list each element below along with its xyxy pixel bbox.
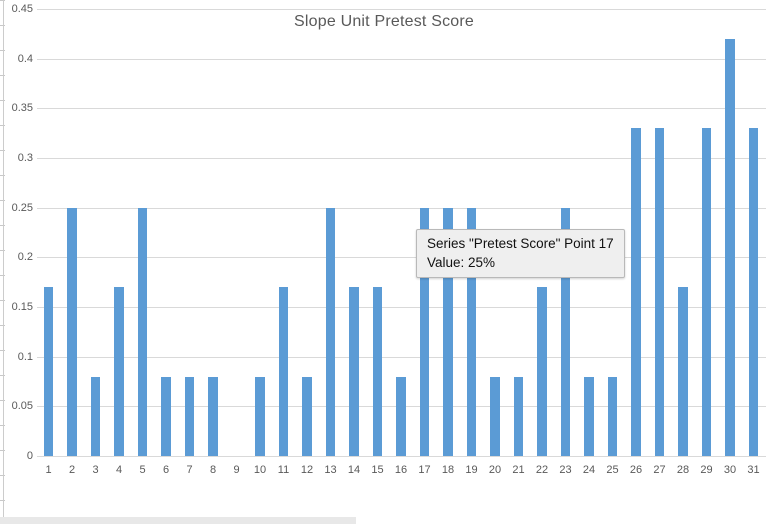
x-axis-label: 20 (488, 464, 502, 476)
bar-point-27[interactable] (654, 128, 665, 456)
x-axis-label: 10 (253, 464, 267, 476)
x-axis-label: 4 (115, 464, 123, 476)
gridline (37, 357, 766, 358)
x-axis-label: 5 (139, 464, 146, 476)
bar-point-17[interactable] (419, 208, 430, 456)
gridline (37, 307, 766, 308)
bar-point-8[interactable] (208, 377, 218, 456)
tooltip-value-line: Value: 25% (427, 255, 496, 270)
bar-point-16[interactable] (396, 377, 406, 456)
bar-point-6[interactable] (161, 377, 171, 456)
bar-point-1[interactable] (43, 287, 54, 456)
y-axis-label: 0.15 (11, 301, 33, 313)
bar-point-7[interactable] (184, 377, 195, 456)
x-axis-label: 3 (92, 464, 99, 476)
x-axis-label: 19 (465, 464, 478, 476)
x-axis-label: 30 (723, 464, 737, 476)
gridline (37, 257, 766, 258)
y-axis-label: 0.25 (11, 202, 33, 214)
x-axis-label: 23 (559, 464, 572, 476)
bar-point-22[interactable] (537, 287, 547, 456)
tooltip-series-line: Series "Pretest Score" Point 17 (427, 236, 614, 251)
y-axis-label: 0 (26, 450, 33, 462)
x-axis-label: 18 (441, 464, 455, 476)
x-axis-label: 2 (68, 464, 76, 476)
bar-point-10[interactable] (255, 377, 265, 456)
x-axis-label: 29 (700, 464, 713, 476)
x-axis-label: 22 (535, 464, 549, 476)
x-axis-label: 21 (512, 464, 525, 476)
bar-point-3[interactable] (90, 377, 101, 456)
bar-point-19[interactable] (466, 208, 477, 456)
bar-point-14[interactable] (349, 287, 359, 456)
x-axis-line (37, 456, 766, 457)
x-axis-label: 6 (162, 464, 170, 476)
bar-point-2[interactable] (67, 208, 77, 456)
bar-point-11[interactable] (278, 287, 289, 456)
x-axis-label: 27 (653, 464, 666, 476)
x-axis-label: 16 (394, 464, 408, 476)
y-axis-label: 0.35 (11, 102, 33, 114)
bar-point-21[interactable] (513, 377, 524, 456)
x-axis-label: 15 (371, 464, 384, 476)
bar-point-25[interactable] (607, 377, 618, 456)
x-axis-label: 14 (347, 464, 361, 476)
y-axis-label: 0.4 (17, 53, 33, 65)
y-axis-label: 0.1 (17, 351, 33, 363)
y-axis-label: 0.3 (17, 152, 33, 164)
data-point-tooltip: Series "Pretest Score" Point 17 Value: 2… (416, 229, 625, 278)
x-axis-label: 28 (676, 464, 690, 476)
x-axis-label: 17 (418, 464, 431, 476)
spreadsheet-edge-line (3, 0, 4, 524)
spreadsheet-row-ticks (0, 0, 5, 524)
bar-point-20[interactable] (490, 377, 500, 456)
bar-point-15[interactable] (372, 287, 383, 456)
x-axis-label: 8 (209, 464, 217, 476)
y-axis-label: 0.2 (17, 251, 33, 263)
bar-point-31[interactable] (748, 128, 759, 456)
x-axis-label: 11 (277, 464, 290, 476)
x-axis-label: 25 (606, 464, 619, 476)
bar-point-12[interactable] (302, 377, 312, 456)
x-axis-label: 12 (300, 464, 314, 476)
chart-title: Slope Unit Pretest Score (294, 13, 474, 30)
scrollbar-strip (0, 517, 356, 524)
bar-point-28[interactable] (678, 287, 688, 456)
x-axis-label: 7 (186, 464, 193, 476)
x-axis-label: 24 (582, 464, 596, 476)
y-axis-label: 0.45 (11, 3, 33, 15)
x-axis-label: 31 (747, 464, 760, 476)
gridline (37, 208, 766, 209)
bar-point-26[interactable] (631, 128, 641, 456)
bar-point-23[interactable] (560, 208, 571, 456)
gridline (37, 108, 766, 109)
gridline (37, 59, 766, 60)
bar-point-5[interactable] (137, 208, 148, 456)
bar-point-30[interactable] (725, 39, 735, 456)
bar-point-24[interactable] (584, 377, 594, 456)
gridline (37, 9, 766, 10)
x-axis-label: 26 (629, 464, 643, 476)
x-axis-label: 1 (45, 464, 52, 476)
gridline (37, 158, 766, 159)
x-axis-label: 13 (324, 464, 337, 476)
bar-point-29[interactable] (701, 128, 712, 456)
bar-point-13[interactable] (325, 208, 336, 456)
bar-point-18[interactable] (443, 208, 453, 456)
bar-point-4[interactable] (114, 287, 124, 456)
x-axis-label: 9 (233, 464, 240, 476)
y-axis-label: 0.05 (11, 400, 33, 412)
